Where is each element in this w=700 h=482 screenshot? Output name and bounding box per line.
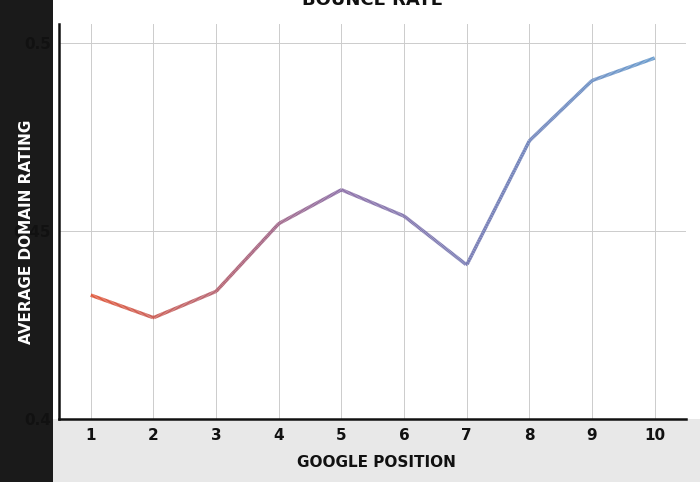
- Title: BOUNCE RATE: BOUNCE RATE: [302, 0, 443, 9]
- Text: AVERAGE DOMAIN RATING: AVERAGE DOMAIN RATING: [19, 119, 34, 344]
- Text: GOOGLE POSITION: GOOGLE POSITION: [297, 455, 456, 470]
